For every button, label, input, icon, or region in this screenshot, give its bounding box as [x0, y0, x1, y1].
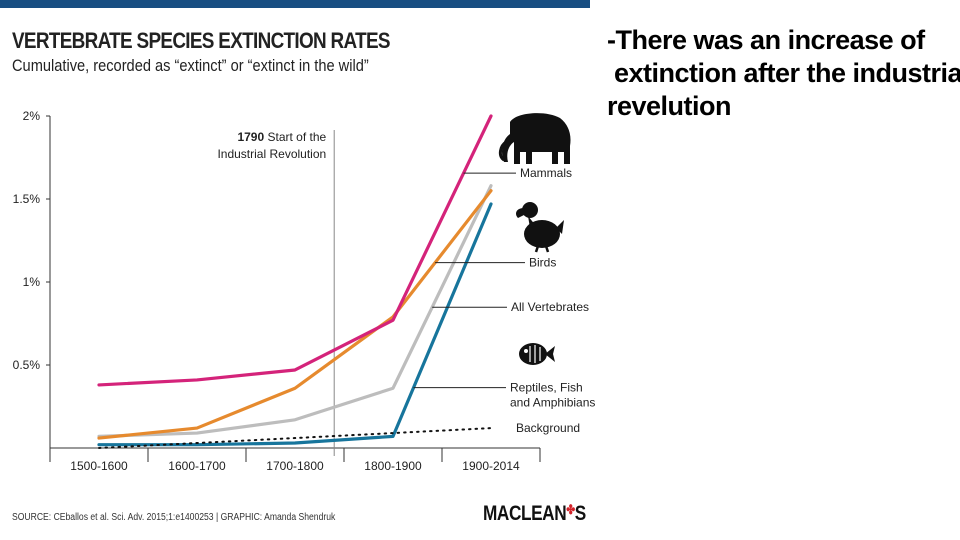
note-line: revelution	[607, 91, 732, 121]
chart-annotation: 1790 Start of the Industrial Revolution	[217, 130, 335, 456]
series-line-birds	[97, 189, 493, 440]
series-label: Background	[516, 421, 580, 435]
series-label: and Amphibians	[510, 396, 595, 410]
series-line-mammals	[97, 114, 493, 387]
series-line-background	[98, 427, 492, 449]
y-tick-label: 1%	[23, 275, 41, 289]
chart-series	[97, 114, 493, 449]
dodo-icon	[516, 202, 564, 253]
fish-icon	[519, 343, 555, 365]
note-text: -There was an increase of extinction aft…	[607, 24, 960, 123]
annotation-label: Industrial Revolution	[217, 147, 326, 161]
y-tick-label: 0.5%	[13, 358, 41, 372]
y-tick-label: 2%	[23, 109, 41, 123]
series-label: Reptiles, Fish	[510, 381, 583, 395]
maple-leaf-icon: ✤	[566, 502, 575, 517]
x-tick-label: 1700-1800	[266, 459, 324, 473]
x-tick-label: 1900-2014	[462, 459, 520, 473]
x-tick-label: 1600-1700	[168, 459, 226, 473]
note-line: -There was an increase of	[607, 25, 925, 55]
series-label: Mammals	[520, 166, 572, 180]
x-tick-label: 1500-1600	[70, 459, 128, 473]
series-label: All Vertebrates	[511, 300, 589, 314]
top-accent-bar	[0, 0, 590, 8]
series-line-all-vertebrates	[97, 184, 493, 438]
chart-title: VERTEBRATE SPECIES EXTINCTION RATES	[12, 28, 391, 53]
x-tick-label: 1800-1900	[364, 459, 422, 473]
brand-suffix: S	[574, 502, 586, 525]
series-label: Birds	[529, 256, 556, 270]
annotation-label: 1790 Start of the	[237, 130, 326, 144]
brand-name: MACLEAN	[483, 502, 567, 525]
extinction-line-chart: 0.5% 1% 1.5% 2% 1500-1600 1600-1700 1700-1800 1…	[13, 109, 596, 473]
y-tick-label: 1.5%	[13, 192, 41, 206]
mammoth-icon	[498, 113, 571, 164]
macleans-logo: MACLEAN✤S	[483, 502, 586, 526]
chart-series-labels: Mammals Birds All Vertebrates Reptiles, Fis…	[413, 166, 595, 435]
chart-axes: 0.5% 1% 1.5% 2% 1500-1600 1600-1700 1700-1800 1…	[13, 109, 541, 473]
chart-subtitle: Cumulative, recorded as “extinct” or “ex…	[12, 56, 369, 75]
note-line: extinction after the industrial	[607, 58, 960, 88]
source-credit: SOURCE: CEballos et al. Sci. Adv. 2015;1…	[12, 512, 336, 523]
